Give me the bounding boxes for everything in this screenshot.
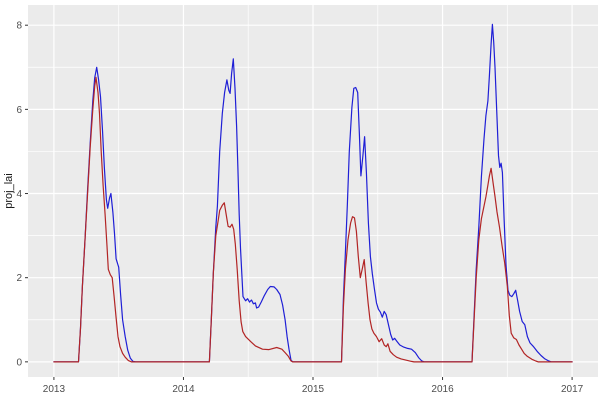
y-axis-tick-label: 0	[16, 357, 22, 368]
x-axis-tick-label: 2017	[561, 384, 584, 395]
y-axis-tick-label: 2	[16, 273, 22, 284]
y-axis-tick-label: 4	[16, 189, 22, 200]
series-line-red	[53, 76, 573, 363]
plot-layers: 2013 2014 2015 2016 2017 0 2 4 6 8	[16, 5, 598, 395]
x-axis-tick-label: 2015	[302, 384, 325, 395]
y-axis-title: proj_lai	[3, 173, 15, 208]
x-axis-tick-label: 2014	[172, 384, 195, 395]
series-line-blue	[53, 23, 573, 363]
y-axis-tick-label: 8	[16, 21, 22, 32]
y-axis-tick-label: 6	[16, 105, 22, 116]
x-axis-tick-label: 2016	[431, 384, 454, 395]
x-axis-tick-label: 2013	[43, 384, 66, 395]
